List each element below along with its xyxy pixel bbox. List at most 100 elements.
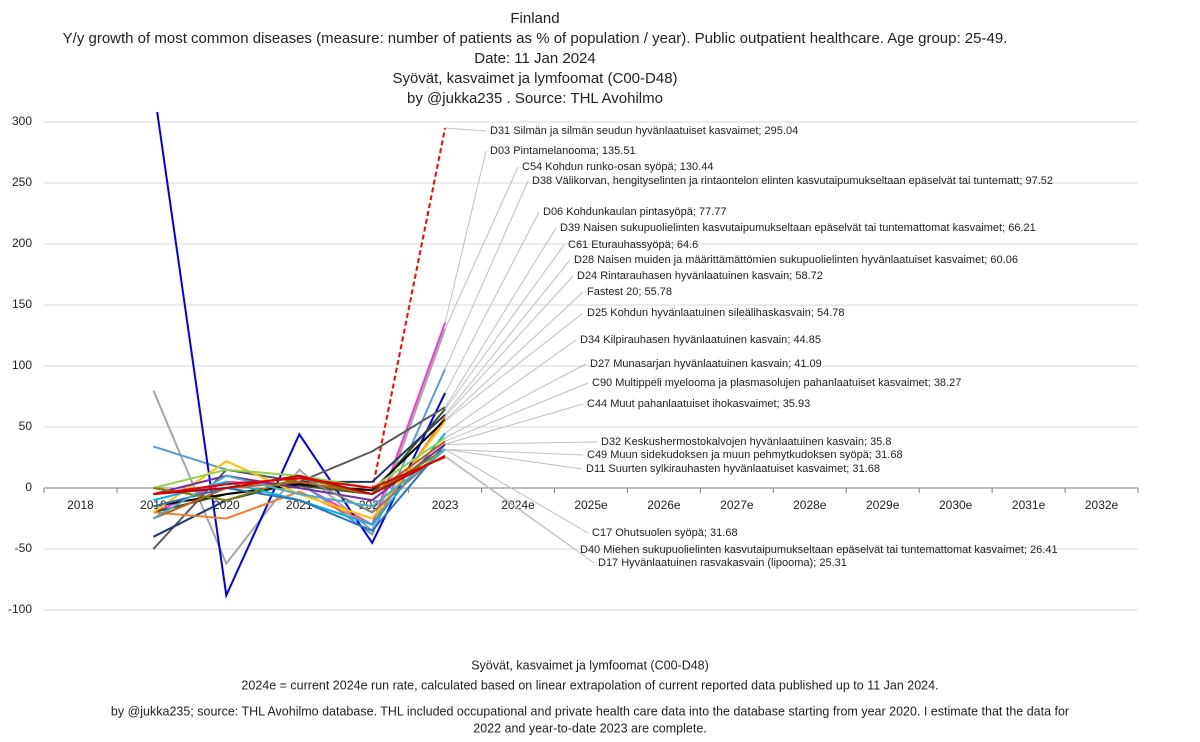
data-label: C54 Kohdun runko-osan syöpä; 130.44 [522,161,713,173]
series-name: D38 Välikorvan, hengityselinten ja rinta… [532,175,1019,187]
leader-line [445,127,487,132]
leader-line [444,180,529,370]
data-label: C61 Eturauhassyöpä; 64.6 [568,239,698,251]
value-label: 35.8 [870,436,891,448]
value-label: 135.51 [602,145,636,157]
series-name: C61 Eturauhassyöpä [568,239,672,251]
x-tick-label: 2028e [793,498,827,512]
x-tick-label: 2023 [432,498,459,512]
leader-line [445,448,583,470]
leader-line [444,275,574,417]
series-name: D31 Silmän ja silmän seudun hyvänlaatuis… [490,125,758,137]
value-label: 77.77 [699,206,727,218]
series-name: C49 Muun sidekudoksen ja muun pehmytkudo… [587,449,870,461]
value-label: 97.52 [1025,175,1053,187]
series-name: C90 Multippeli myelooma ja plasmasolujen… [592,377,928,389]
data-label: C90 Multippeli myelooma ja plasmasolujen… [592,377,961,389]
data-label: C44 Muut pahanlaatuiset ihokasvaimet; 35… [587,398,810,410]
leader-line [444,403,584,445]
title-line: Date: 11 Jan 2024 [474,50,595,67]
leader-line [444,211,540,394]
data-label: D11 Suurten sylkirauhasten hyvänlaatuise… [586,463,880,475]
y-tick-label: 300 [12,114,32,128]
y-tick-label: -100 [8,602,32,616]
value-label: 38.27 [934,377,962,389]
data-label: D38 Välikorvan, hengityselinten ja rinta… [532,175,1053,187]
series-name: D11 Suurten sylkirauhasten hyvänlaatuise… [586,463,846,475]
footer-line: Syövät, kasvaimet ja lymfoomat (C00-D48) [471,658,709,672]
series-name: D27 Munasarjan hyvänlaatuinen kasvain [590,358,788,370]
value-label: 25.31 [819,557,847,569]
value-label: 64.6 [677,239,698,251]
data-label: D03 Pintamelanooma; 135.51 [490,145,636,157]
series-name: D32 Keskushermostokalvojen hyvänlaatuine… [601,436,864,448]
leader-line [444,259,571,416]
series-line [153,443,446,532]
data-label: D39 Naisen sukupuolielinten kasvutaipumu… [560,222,1036,234]
series-name: D34 Kilpirauhasen hyvänlaatuinen kasvain [580,334,787,346]
y-tick-label: 250 [12,175,32,189]
data-label: D31 Silmän ja silmän seudun hyvänlaatuis… [490,125,798,137]
leader-line [444,150,487,323]
x-tick-label: 2024e [501,498,535,512]
value-label: 44.85 [793,334,821,346]
data-label: D17 Hyvänlaatuinen rasvakasvain (lipooma… [598,557,847,569]
data-label: D40 Miehen sukupuolielinten kasvutaipumu… [580,544,1058,556]
value-label: 60.06 [990,254,1018,266]
y-tick-label: 100 [12,358,32,372]
x-tick-label: 2027e [720,498,754,512]
title-line: Syövät, kasvaimet ja lymfoomat (C00-D48) [392,70,677,87]
value-label: 130.44 [680,161,714,173]
series-name: D39 Naisen sukupuolielinten kasvutaipumu… [560,222,1002,234]
footer-line: 2022 and year-to-date 2023 are complete. [473,721,707,735]
footer-line: by @jukka235; source: THL Avohilmo datab… [111,704,1069,718]
value-label: 26.41 [1030,544,1058,556]
x-tick-label: 2032e [1085,498,1119,512]
title-line: by @jukka235 . Source: THL Avohilmo [407,90,663,107]
y-tick-label: 0 [25,480,32,494]
title-line: Finland [510,10,559,27]
series-name: D28 Naisen muiden ja määrittämättömien s… [574,254,984,266]
series-name: D25 Kohdun hyvänlaatuinen sileälihaskasv… [587,307,811,319]
data-label: D28 Naisen muiden ja määrittämättömien s… [574,254,1018,266]
series-line [152,328,447,566]
series-name: D17 Hyvänlaatuinen rasvakasvain (lipooma… [598,557,813,569]
value-label: 31.68 [710,527,738,539]
series-name: D40 Miehen sukupuolielinten kasvutaipumu… [580,544,1024,556]
data-label: D06 Kohdunkaulan pintasyöpä; 77.77 [543,206,727,218]
data-label: C17 Ohutsuolen syöpä; 31.68 [592,527,738,539]
leader-line [444,363,587,439]
x-tick-label: 2026e [647,498,681,512]
data-label: D32 Keskushermostokalvojen hyvänlaatuine… [601,436,891,448]
x-tick-label: 2031e [1012,498,1046,512]
x-tick-label: 2025e [574,498,608,512]
series-name: D03 Pintamelanooma [490,145,597,157]
series-name: D24 Rintarauhasen hyvänlaatuinen kasvain [577,270,789,282]
leader-line [444,448,589,534]
x-tick-label: 2020 [213,498,240,512]
data-label: Fastest 20; 55.78 [587,286,672,298]
leader-line [445,448,584,456]
series-line [153,454,446,496]
plot-area [152,112,447,599]
leader-line [444,456,595,564]
data-label: C49 Muun sidekudoksen ja muun pehmytkudo… [587,449,903,461]
value-label: 66.21 [1008,222,1036,234]
series-name: Fastest 20 [587,286,638,298]
value-label: 54.78 [817,307,845,319]
value-label: 35.93 [783,398,811,410]
y-tick-label: 50 [19,419,33,433]
x-tick-label: 2030e [939,498,973,512]
x-tick-label: 2029e [866,498,900,512]
leader-line [444,227,557,408]
leader-line [444,312,584,422]
series-name: C17 Ohutsuolen syöpä [592,527,705,539]
leader-line [444,244,565,410]
series-name: D06 Kohdunkaulan pintasyöpä [543,206,694,218]
y-tick-label: -50 [15,541,33,555]
value-label: 31.68 [852,463,880,475]
value-label: 55.78 [644,286,672,298]
value-label: 295.04 [765,125,799,137]
